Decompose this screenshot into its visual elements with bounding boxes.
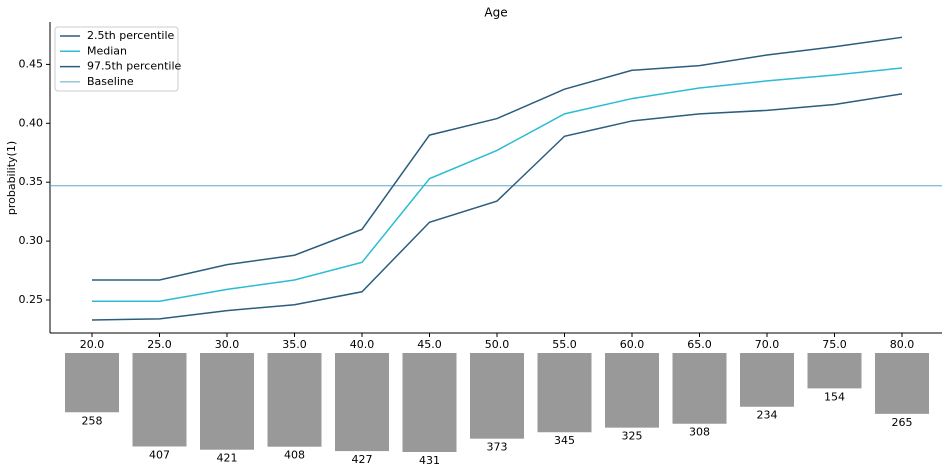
x-tick-label: 80.0 [890, 338, 915, 351]
x-tick-label: 35.0 [282, 338, 307, 351]
count-bar [402, 353, 457, 452]
series-line [92, 36, 903, 281]
count-label: 408 [284, 449, 305, 462]
x-tick-label: 45.0 [417, 338, 442, 351]
count-label: 325 [622, 430, 643, 443]
x-tick-label: 40.0 [350, 338, 375, 351]
y-tick-label: 0.35 [19, 175, 44, 188]
legend-label: Baseline [87, 75, 134, 88]
legend-label: Median [87, 44, 127, 57]
count-bar [65, 353, 119, 413]
count-bar [807, 353, 862, 389]
count-bar [335, 353, 389, 452]
count-label: 345 [554, 434, 575, 447]
count-bar [875, 353, 929, 414]
chart-title: Age [484, 6, 507, 20]
x-tick-label: 50.0 [485, 338, 510, 351]
count-bar [740, 353, 794, 407]
count-bar [200, 353, 254, 450]
count-label: 265 [892, 416, 913, 429]
count-bar [470, 353, 524, 439]
x-tick-label: 75.0 [822, 338, 847, 351]
count-label: 258 [82, 414, 103, 427]
x-tick-label: 65.0 [687, 338, 712, 351]
count-bar [132, 353, 187, 447]
x-tick-label: 70.0 [755, 338, 780, 351]
series-line [91, 93, 903, 321]
x-tick-label: 25.0 [147, 338, 172, 351]
y-tick-label: 0.40 [19, 116, 44, 129]
count-label: 427 [352, 453, 373, 466]
y-tick-label: 0.30 [19, 234, 44, 247]
count-label: 431 [419, 454, 440, 467]
count-bar [605, 353, 659, 428]
count-label: 373 [487, 441, 508, 454]
legend-box [54, 26, 179, 92]
count-label: 234 [757, 409, 778, 422]
x-tick-label: 20.0 [80, 338, 105, 351]
x-tick-label: 30.0 [215, 338, 240, 351]
count-label: 407 [149, 448, 170, 461]
count-label: 308 [689, 426, 710, 439]
legend-label: 2.5th percentile [87, 29, 175, 42]
x-tick-label: 55.0 [552, 338, 577, 351]
y-axis-label: probability(1) [5, 141, 18, 215]
count-label: 421 [217, 452, 238, 465]
count-bar [672, 353, 727, 424]
y-tick-label: 0.45 [19, 57, 44, 70]
count-bar [537, 353, 592, 433]
count-bar [267, 353, 322, 447]
x-tick-label: 60.0 [620, 338, 645, 351]
count-label: 154 [824, 390, 845, 403]
y-tick-label: 0.25 [19, 293, 44, 306]
series-line [92, 67, 903, 302]
legend-label: 97.5th percentile [87, 60, 182, 73]
